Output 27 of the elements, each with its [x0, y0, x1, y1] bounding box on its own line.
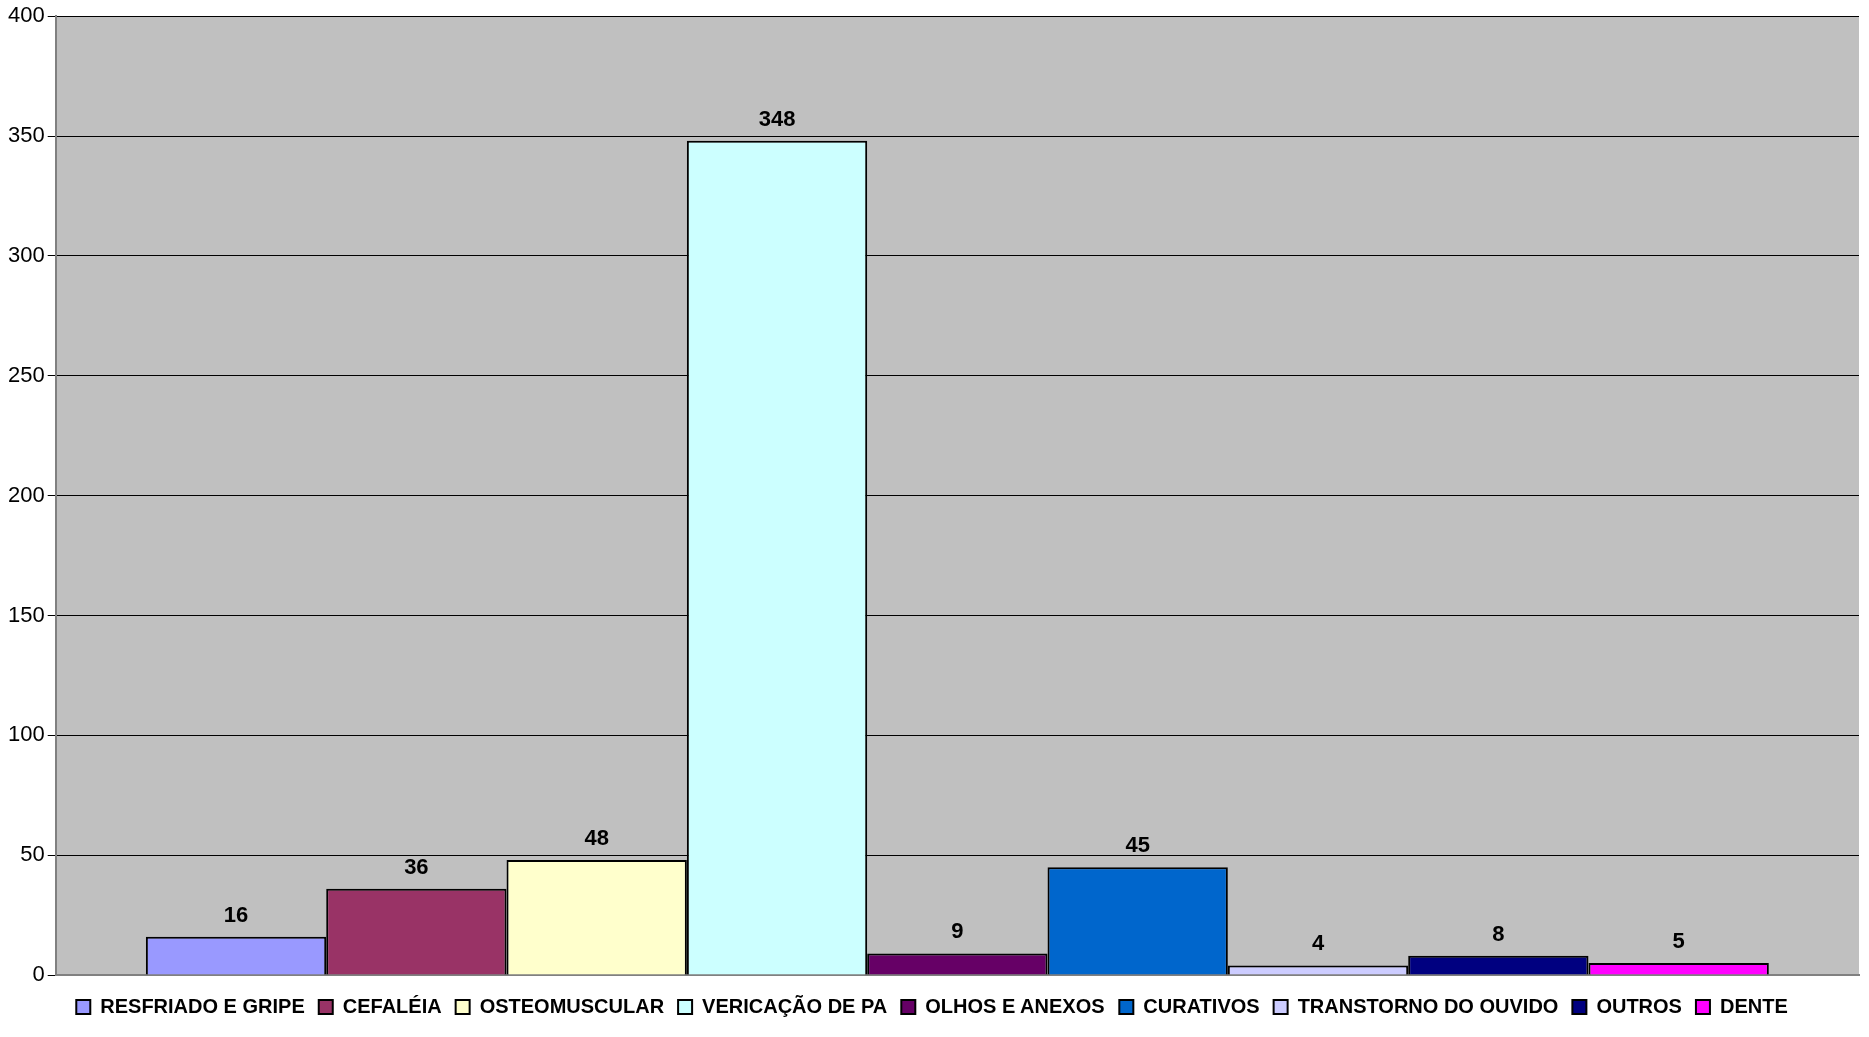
data-label: 48	[584, 825, 609, 851]
data-label: 45	[1125, 832, 1150, 858]
y-tick-label: 200	[7, 481, 45, 507]
legend-label: CEFALÉIA	[342, 994, 442, 1017]
legend-label: DENTE	[1719, 994, 1788, 1017]
y-tick-label: 350	[7, 122, 45, 148]
data-label: 5	[1672, 928, 1685, 954]
legend-label: RESFRIADO E GRIPE	[100, 994, 305, 1017]
y-tick-label: 250	[7, 361, 45, 387]
y-tick-label: 50	[20, 841, 45, 867]
data-label: 8	[1492, 920, 1505, 946]
legend-label: TRANSTORNO DO OUVIDO	[1297, 994, 1559, 1017]
legend-label: OUTROS	[1596, 994, 1682, 1017]
data-label: 9	[951, 918, 964, 944]
y-tick-label: 150	[7, 601, 45, 627]
legend-label: CURATIVOS	[1143, 994, 1260, 1017]
legend-label: OLHOS E ANEXOS	[925, 994, 1105, 1017]
legend-label: VERICAÇÃO DE PA	[702, 994, 888, 1017]
data-label: 36	[404, 853, 429, 879]
data-label: 348	[758, 105, 796, 131]
y-tick-label: 400	[7, 2, 45, 28]
legend-label: OSTEOMUSCULAR	[479, 994, 665, 1017]
y-tick-label: 0	[32, 961, 45, 987]
data-label: 4	[1311, 930, 1325, 956]
data-label: 16	[223, 901, 249, 927]
y-tick-label: 100	[7, 721, 45, 747]
y-tick-label: 300	[7, 241, 45, 267]
